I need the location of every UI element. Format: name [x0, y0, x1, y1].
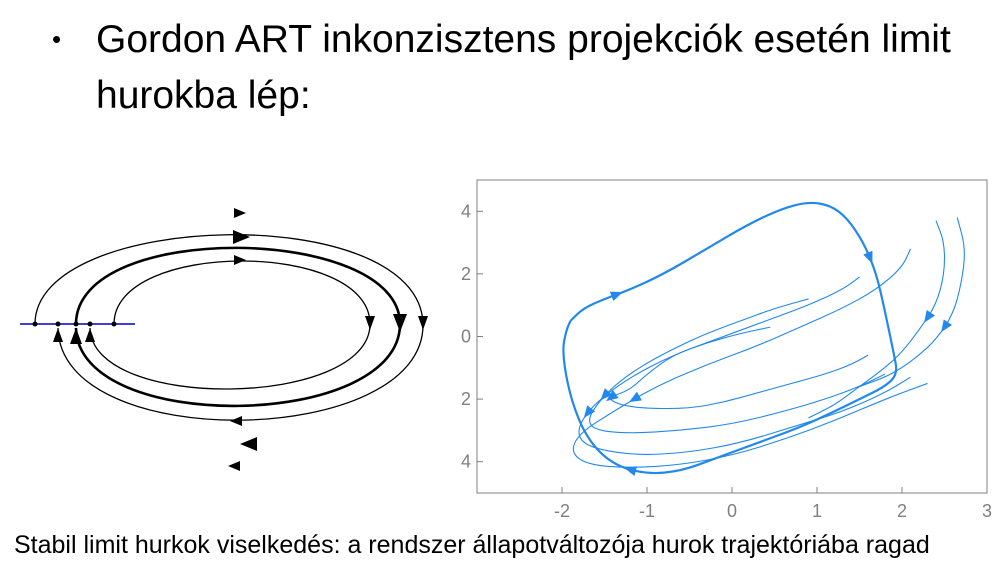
- arrow-middle-bottom-icon: [240, 437, 257, 451]
- y-tick-label: 2: [461, 264, 471, 284]
- x-tick-label: -2: [554, 501, 570, 521]
- y-tick-label: 0: [461, 327, 471, 347]
- point-5: [111, 321, 117, 327]
- y-tick-label: 4: [461, 201, 471, 221]
- arrow-outer-bottom-icon: [228, 461, 240, 471]
- middle-loop: [74, 246, 402, 408]
- trajectory-arrow-1-0-icon: [606, 389, 619, 402]
- arrow-middle-right-icon: [393, 314, 407, 332]
- y-tick-label: 2: [461, 389, 471, 409]
- spiral-curve-3: [578, 276, 911, 455]
- trajectory-arrow-3-0-icon: [583, 405, 596, 418]
- trajectory-arrow-4-0-icon: [629, 391, 642, 403]
- trajectory-arrow-0-1-icon: [863, 250, 873, 264]
- x-tick-label: 0: [727, 501, 737, 521]
- x-tick-label: 1: [812, 501, 822, 521]
- limit-loop-diagram: [20, 208, 428, 471]
- arrow-outer-left-icon: [53, 328, 63, 342]
- caption: Stabil limit hurkok viselkedés: a rendsz…: [14, 531, 930, 559]
- x-axis-ticks: -2 -1 0 1 2 3: [554, 487, 992, 521]
- intersection-points: [32, 321, 117, 327]
- arrow-outer-top-icon: [234, 208, 246, 218]
- point-3: [73, 321, 79, 327]
- limit-cycle-curve: [562, 201, 898, 475]
- point-4: [87, 321, 93, 327]
- x-tick-label: 3: [982, 501, 992, 521]
- point-1: [32, 321, 38, 327]
- spiral-curve-4: [572, 248, 928, 468]
- trajectory-arrow-6-0-icon: [941, 319, 953, 333]
- inner-loop: [89, 260, 371, 390]
- arrow-inner-bottom-icon: [230, 416, 242, 426]
- spiral-curve-5: [808, 220, 946, 419]
- arrow-middle-left-icon: [70, 328, 82, 344]
- arrow-middle-top-icon: [233, 230, 250, 244]
- bullet-dot-icon: •: [52, 24, 62, 54]
- phase-portrait-chart: -2 -1 0 1 2 3 4 2 0 2 4: [461, 179, 992, 521]
- plot-frame: [476, 179, 988, 494]
- arrow-inner-top-icon: [234, 255, 246, 265]
- x-tick-label: -1: [639, 501, 655, 521]
- arrow-inner-right-icon: [365, 316, 375, 330]
- arrow-outer-right-icon: [418, 316, 428, 330]
- y-axis-ticks: 4 2 0 2 4: [461, 201, 483, 472]
- trajectory-arrows: [583, 250, 953, 476]
- trajectories: [562, 201, 965, 475]
- spiral-curve-2: [589, 298, 886, 434]
- spiral-curve-6: [859, 217, 965, 388]
- trajectory-arrow-0-0-icon: [609, 291, 623, 302]
- trajectory-arrow-2-0-icon: [600, 388, 613, 401]
- point-2: [55, 321, 61, 327]
- bullet-text: Gordon ART inkonzisztens projekciók eset…: [96, 18, 951, 117]
- trajectory-arrow-0-2-icon: [624, 466, 638, 476]
- arrow-inner-left-icon: [85, 328, 95, 342]
- trajectory-arrow-5-0-icon: [924, 309, 936, 323]
- y-tick-label: 4: [461, 452, 471, 472]
- x-tick-label: 2: [897, 501, 907, 521]
- outer-loop: [34, 234, 424, 421]
